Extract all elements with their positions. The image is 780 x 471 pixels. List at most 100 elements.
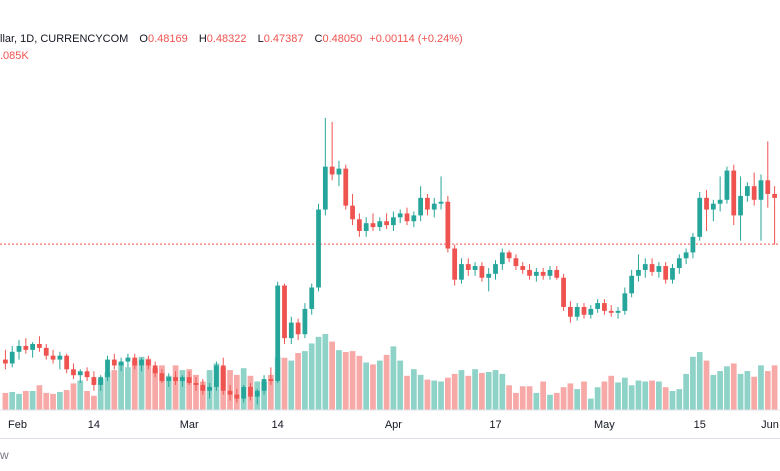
candle-body [84,371,90,378]
volume-bar [581,381,587,410]
volume-bar [690,356,696,410]
candle-body [16,345,22,352]
candle-body [98,377,104,385]
candle-body [751,186,757,200]
candle-body [479,266,485,278]
candle-body [322,166,328,210]
candle-body [384,221,389,226]
candle-body [663,266,669,280]
candle-body [622,293,628,311]
volume-bar [125,367,131,410]
candle-body [404,213,410,222]
volume-bar [465,375,472,410]
volume-bar [2,392,9,410]
candle-body [377,221,383,228]
candle-body [350,205,355,220]
candle-body [459,264,464,280]
candle-body [438,201,444,204]
volume-bar [70,383,77,410]
candle-body [30,344,36,350]
candle-body [568,306,573,317]
candle-body [670,268,675,280]
volume-bar [104,372,111,410]
candle-body [499,252,505,265]
candle-body [3,359,8,364]
volume-bar [322,334,329,410]
x-tick-label: Feb [8,419,27,431]
candle-body [486,273,492,278]
volume-bar [438,381,444,410]
candle-body [445,201,451,249]
candle-body [295,322,301,335]
volume-bar [669,391,676,410]
candle-body [118,361,124,366]
volume-bar [274,356,281,410]
x-tick-label: 14 [272,419,284,431]
volume-bar [662,387,669,410]
x-tick-label: Mar [180,419,199,431]
candle-body [356,219,362,231]
volume-bar [479,372,485,410]
volume-bar [567,383,574,410]
x-tick-label: May [594,419,615,431]
volume-bar [376,360,383,410]
candle-body [370,223,376,228]
candle-body [125,357,131,362]
volume-bar [758,365,764,410]
x-tick-label: Jun [761,419,779,431]
x-tick-label: 14 [88,419,100,431]
volume-bar [451,373,458,410]
volume-bar [16,393,22,410]
candle-body [234,394,240,399]
volume-bar [574,389,581,410]
candle-body [758,180,764,200]
volume-bar [349,351,356,410]
candle-body [50,355,56,360]
volume-bar [737,373,744,410]
candle-body [173,377,178,382]
price-chart[interactable]: Feb 14 Mar 14 Apr 17 May 15 Jun [0,0,780,438]
volume-bar [50,393,56,410]
candle-body [43,347,49,356]
volume-bar [261,381,267,410]
candle-body [261,379,267,391]
candle-body [200,384,206,391]
volume-bar [118,362,124,410]
volume-bar [179,370,186,410]
volume-bar [513,392,519,410]
candle-body [180,377,185,382]
volume-bar [764,371,771,410]
candle-body [77,371,83,376]
candle-body [37,344,42,348]
candle-body [397,213,403,218]
candle-body [159,373,165,382]
candle-body [520,266,526,270]
candle-body [282,285,287,339]
volume-bar [499,373,506,410]
candle-body [547,269,553,276]
volume-bar [717,371,723,410]
candle-body [465,264,471,270]
candle-body [288,322,294,339]
candle-body [64,355,70,370]
volume-bar [199,381,206,410]
volume-bar [621,377,628,410]
candle-body [608,310,614,313]
volume-bar [43,392,50,410]
volume-bar [390,346,397,410]
volume-bar [703,360,710,410]
volume-bar [77,380,84,410]
volume-bar [329,341,335,410]
candle-body [561,277,566,307]
footer-bar: w [0,438,780,471]
volume-bar [308,343,315,410]
candle-body [343,168,349,206]
volume-bar [63,390,70,410]
volume-bar [281,357,288,410]
volume-bar [492,370,499,410]
volume-bar [710,374,717,410]
candle-body [57,355,63,360]
candle-body [71,369,76,376]
candle-body [704,197,709,210]
volume-bar [172,365,179,410]
